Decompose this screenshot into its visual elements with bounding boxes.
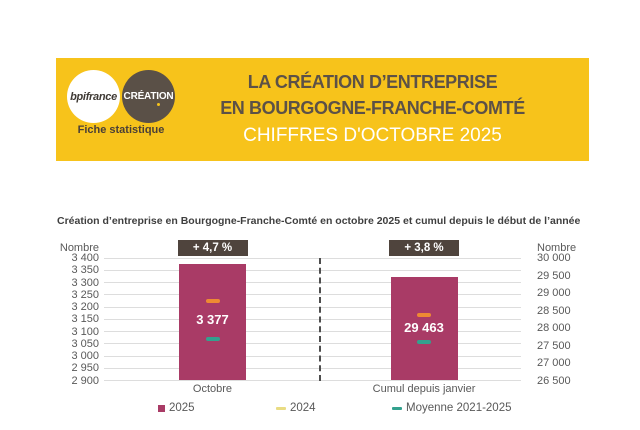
right-axis-tick-label: 26 500 xyxy=(537,374,571,387)
right-axis-tick-label: 30 000 xyxy=(537,252,571,264)
legend-label: 2025 xyxy=(169,402,195,414)
left-axis-tick-label: 3 250 xyxy=(71,288,99,301)
legend-item: 2024 xyxy=(276,401,316,415)
left-axis-title: Nombre xyxy=(59,242,99,254)
chart-gridline xyxy=(104,331,521,332)
growth-badge: + 4,7 % xyxy=(177,240,248,256)
left-axis-tick-label: 3 000 xyxy=(71,350,99,362)
category-label: Octobre xyxy=(192,383,233,395)
legend-item: Moyenne 2021-2025 xyxy=(392,401,512,415)
creation-logo-dot-icon xyxy=(157,103,161,106)
legend-marker-dash-icon xyxy=(276,406,286,410)
left-axis-tick-label: 3 350 xyxy=(71,264,99,277)
right-axis-tick-label: 29 500 xyxy=(537,269,571,282)
right-axis-tick-label: 29 000 xyxy=(537,287,571,299)
bpifrance-logo: bpifrance xyxy=(67,70,120,123)
header-banner: bpifrance CRÉATION Fiche statistique LA … xyxy=(56,58,589,161)
page-title-line1: LA CRÉATION D’ENTREPRISE xyxy=(247,72,498,92)
page-subtitle: CHIFFRES D'OCTOBRE 2025 xyxy=(243,125,502,146)
right-axis-tick-label: 27 000 xyxy=(537,357,571,369)
bar-2025 xyxy=(179,263,246,381)
marker-2024 xyxy=(417,312,431,317)
creation-logo: CRÉATION xyxy=(122,70,175,123)
marker-2024 xyxy=(205,298,220,303)
chart-title: Création d’entreprise en Bourgogne-Franc… xyxy=(57,215,581,227)
chart-gridline xyxy=(104,343,521,345)
legend-marker-dash-icon xyxy=(392,406,402,410)
left-axis-tick-label: 3 200 xyxy=(71,301,99,313)
right-axis-title: Nombre xyxy=(537,242,577,254)
legend-item: 2025 xyxy=(158,401,195,415)
chart-gridline xyxy=(104,318,521,320)
category-label: Cumul depuis janvier xyxy=(372,383,476,395)
chart-gridline xyxy=(104,269,521,271)
chart-gridline xyxy=(104,257,521,259)
left-axis-tick-label: 3 100 xyxy=(71,325,99,338)
chart-gridline xyxy=(104,294,521,296)
chart-gridline xyxy=(104,282,521,283)
bar-value-label: 29 463 xyxy=(404,320,444,336)
right-axis-tick-label: 28 500 xyxy=(537,304,571,317)
left-axis-tick-label: 3 400 xyxy=(71,252,99,264)
creation-logo-text: CRÉATION xyxy=(124,91,174,106)
chart-gridline xyxy=(104,355,521,357)
legend-marker-square-icon xyxy=(158,404,165,412)
chart-gridline xyxy=(104,306,521,308)
left-axis-tick-label: 2 900 xyxy=(71,374,99,387)
chart-gridline xyxy=(104,380,521,381)
left-axis-tick-label: 2 950 xyxy=(71,362,99,375)
marker-moyenne-2021-2025 xyxy=(417,339,431,344)
left-axis-tick-label: 3 300 xyxy=(71,276,99,289)
right-axis-tick-label: 27 500 xyxy=(537,339,571,352)
bar-value-label: 3 377 xyxy=(196,312,229,328)
marker-moyenne-2021-2025 xyxy=(205,337,220,342)
bpifrance-logo-text: bpifrance xyxy=(70,90,117,103)
right-axis-tick-label: 28 000 xyxy=(537,322,571,334)
chart-divider-dashed-line xyxy=(319,258,321,381)
page-title-line2: EN BOURGOGNE-FRANCHE-COMTÉ xyxy=(220,98,525,118)
growth-badge: + 3,8 % xyxy=(389,240,459,256)
bar-2025 xyxy=(390,276,458,381)
chart-gridline xyxy=(104,367,521,369)
tagline: Fiche statistique xyxy=(77,124,165,136)
legend-label: Moyenne 2021-2025 xyxy=(406,402,512,414)
banner-titles: LA CRÉATION D’ENTREPRISE EN BOURGOGNE-FR… xyxy=(176,69,569,149)
left-axis-tick-label: 3 150 xyxy=(71,313,99,326)
legend-label: 2024 xyxy=(290,402,316,414)
left-axis-tick-label: 3 050 xyxy=(71,337,99,350)
